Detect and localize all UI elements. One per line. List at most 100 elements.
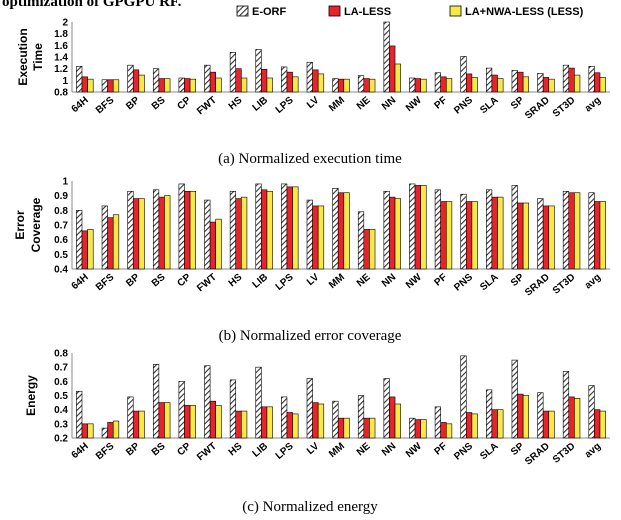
bar-la-less-64h (81, 76, 88, 93)
x-tick-label: NN (380, 441, 398, 459)
bar-e-orf-nw (409, 417, 416, 439)
x-tick-label: BP (124, 95, 142, 113)
x-tick-label: 64H (70, 441, 91, 461)
x-tick-label: 64H (70, 95, 91, 115)
x-tick-label: NE (355, 441, 373, 459)
bar-la-nwa-less-less-fwt (215, 77, 222, 93)
bar-la-less-fwt (209, 400, 217, 439)
bar-la-nwa-less-less-ne (369, 417, 376, 439)
y-tick-label: 0.6 (54, 377, 68, 388)
bar-la-less-bp (132, 198, 140, 270)
bar-e-orf-lib (255, 49, 262, 93)
bar-e-orf-st3d (562, 190, 570, 270)
y-tick-label: 0.7 (54, 363, 68, 374)
bar-la-nwa-less-less-srad (548, 78, 555, 93)
bar-la-nwa-less-less-lib (266, 77, 273, 93)
bar-la-nwa-less-less-pns (471, 201, 478, 270)
bar-e-orf-nn (383, 190, 390, 270)
bar-la-less-mm (337, 417, 345, 439)
bar-la-less-bp (132, 69, 140, 93)
bar-la-nwa-less-less-srad (548, 205, 555, 270)
y-axis-title: Energy (24, 375, 38, 416)
x-tick-label: ST3D (551, 441, 578, 466)
bar-la-less-srad (542, 410, 550, 439)
bar-e-orf-fwt (204, 64, 211, 93)
bar-e-orf-avg (588, 385, 595, 439)
x-tick-label: LPS (274, 441, 296, 462)
bar-la-nwa-less-less-st3d (574, 74, 581, 93)
x-tick-label: SLA (478, 272, 500, 293)
x-tick-label: SP (509, 272, 527, 289)
bar-la-nwa-less-less-bp (138, 410, 145, 439)
bar-la-nwa-less-less-lps (292, 413, 299, 439)
chart-caption: (a) Normalized execution time (218, 151, 402, 167)
y-tick-label: 1 (62, 76, 68, 87)
x-tick-label: MM (327, 95, 347, 114)
bar-la-less-srad (542, 205, 550, 270)
x-tick-label: PNS (452, 272, 475, 294)
bar-e-orf-sla (486, 67, 493, 93)
bar-la-nwa-less-less-nw (420, 185, 427, 270)
bar-e-orf-st3d (562, 64, 570, 93)
x-tick-label: PF (433, 272, 450, 289)
bar-la-less-bs (158, 78, 165, 93)
bar-e-orf-lps (281, 66, 288, 93)
bar-la-nwa-less-less-fwt (215, 405, 222, 439)
bar-la-nwa-less-less-sp (522, 202, 530, 270)
y-tick-label: 1.4 (54, 53, 68, 64)
bar-la-nwa-less-less-st3d (574, 398, 581, 439)
legend: E-ORF LA-LESS LA+NWA-LESS (LESS) (236, 5, 584, 18)
bar-la-nwa-less-less-64h (87, 229, 94, 270)
bar-la-less-bfs (107, 217, 114, 270)
bar-e-orf-sp (511, 359, 518, 439)
bar-la-nwa-less-less-nw (420, 419, 427, 439)
bar-la-nwa-less-less-lv (317, 73, 325, 93)
bar-la-less-64h (81, 230, 88, 270)
x-tick-label: ST3D (551, 95, 578, 120)
x-tick-label: SLA (478, 441, 500, 462)
x-tick-label: LIB (251, 95, 270, 114)
bar-e-orf-lib (255, 366, 262, 439)
y-tick-label: 2 (62, 18, 68, 29)
bar-la-nwa-less-less-bfs (112, 420, 120, 439)
bar-la-less-fwt (209, 221, 217, 270)
bar-la-nwa-less-less-64h (87, 423, 94, 439)
bar-la-less-srad (542, 77, 550, 93)
header-fragment: optimization of GPGPU RF. (2, 0, 182, 10)
bar-la-less-ne (363, 78, 370, 93)
bar-e-orf-fwt (204, 365, 211, 439)
bar-e-orf-mm (332, 188, 339, 270)
bar-la-nwa-less-less-lib (266, 190, 273, 270)
bar-e-orf-64h (76, 210, 83, 270)
x-tick-label: avg (583, 95, 603, 115)
bar-la-nwa-less-less-cp (189, 190, 196, 270)
bar-e-orf-lps (281, 396, 288, 439)
bar-e-orf-lv (306, 378, 313, 439)
bar-la-nwa-less-less-sla (497, 196, 504, 270)
x-tick-label: NW (404, 441, 424, 460)
x-tick-label: HS (227, 95, 245, 113)
y-tick-label: 0.6 (54, 235, 68, 246)
x-tick-label: BFS (94, 272, 117, 293)
bar-e-orf-mm (332, 400, 339, 439)
bar-e-orf-nw (409, 77, 416, 93)
bar-la-less-pf (440, 76, 447, 93)
bar-e-orf-avg (588, 66, 595, 93)
y-axis-title: Error (13, 210, 27, 240)
bar-la-less-sla (491, 74, 498, 93)
bar-la-less-st3d (568, 396, 575, 439)
bar-e-orf-srad (537, 73, 544, 93)
bar-la-less-bfs (107, 79, 114, 93)
x-tick-label: CP (175, 272, 193, 290)
x-tick-label: avg (583, 441, 603, 461)
bar-e-orf-nw (409, 183, 416, 270)
bar-e-orf-pf (434, 72, 441, 93)
bar-la-less-lps (286, 412, 293, 439)
bar-la-less-cp (184, 190, 191, 270)
y-tick-label: 0.8 (54, 349, 68, 360)
bar-e-orf-cp (178, 183, 185, 270)
x-tick-label: SRAD (523, 441, 552, 468)
bar-e-orf-bfs (101, 79, 108, 93)
y-tick-label: 1 (62, 177, 68, 188)
